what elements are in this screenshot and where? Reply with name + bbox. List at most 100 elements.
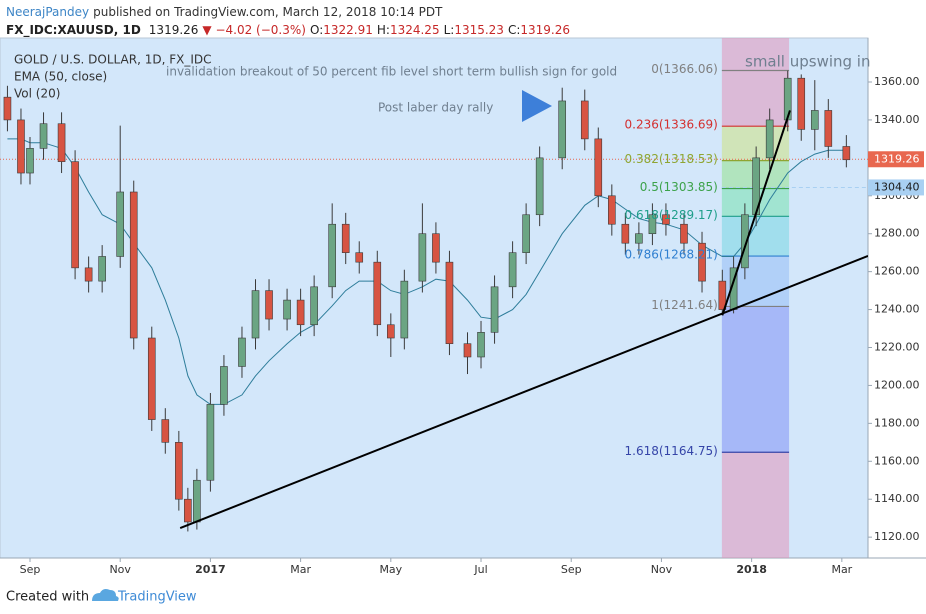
header-ohlc-value: 1324.25 bbox=[390, 23, 440, 37]
candle-body bbox=[39, 123, 48, 149]
candle-body bbox=[797, 77, 806, 130]
candle-body bbox=[621, 223, 630, 244]
candle-body bbox=[477, 332, 485, 358]
fib-label: 0.618(1289.17) bbox=[625, 208, 718, 222]
y-tick-label: 1160.00 bbox=[874, 454, 920, 467]
header-change: ▼ −4.02 (−0.3%) bbox=[202, 23, 306, 37]
x-tick-label: May bbox=[379, 563, 402, 576]
candle-body bbox=[765, 119, 774, 159]
plot bbox=[0, 38, 868, 558]
candle-body bbox=[184, 498, 192, 523]
candle-body bbox=[206, 404, 215, 481]
footer-text: Created with bbox=[6, 590, 89, 605]
candle-body bbox=[432, 233, 440, 263]
y-tick-label: 1240.00 bbox=[874, 303, 920, 316]
annotation: invalidation breakout of 50 percent fib … bbox=[166, 65, 617, 79]
candle-body bbox=[490, 286, 499, 333]
header-ohlc-value: 1322.91 bbox=[323, 23, 373, 37]
x-tick-label: 2017 bbox=[195, 563, 226, 576]
candle-body bbox=[594, 138, 603, 197]
candle-body bbox=[251, 290, 260, 339]
y-tick-label: 1200.00 bbox=[874, 378, 920, 391]
candle-body bbox=[193, 479, 201, 523]
header-last: 1319.26 bbox=[149, 23, 199, 37]
x-tick-label: Sep bbox=[20, 563, 41, 576]
legend-series: GOLD / U.S. DOLLAR, 1D, FX_IDC bbox=[14, 53, 211, 67]
x-tick-label: Nov bbox=[109, 563, 131, 576]
fib-band bbox=[721, 306, 790, 453]
fib-label: 0.236(1336.69) bbox=[625, 118, 718, 132]
y-tick-label: 1140.00 bbox=[874, 492, 920, 505]
header-author: NeerajPandey bbox=[6, 5, 89, 19]
candle-body bbox=[662, 214, 670, 225]
candle-body bbox=[373, 261, 382, 326]
candle-body bbox=[535, 157, 544, 216]
candle-body bbox=[718, 280, 727, 310]
fib-band bbox=[721, 70, 790, 127]
fib-label: 0.786(1268.21) bbox=[625, 248, 718, 262]
candle-body bbox=[26, 148, 34, 174]
price-tag-label: 1304.40 bbox=[874, 180, 920, 193]
candle-body bbox=[463, 343, 472, 358]
candle-body bbox=[129, 191, 138, 339]
price-tag bbox=[868, 179, 924, 196]
logo bbox=[92, 589, 119, 601]
candle-body bbox=[418, 233, 427, 282]
candle-body bbox=[116, 191, 124, 257]
candle-body bbox=[355, 252, 364, 263]
candle-body bbox=[810, 110, 819, 130]
candle-body bbox=[283, 299, 291, 320]
fib-band bbox=[721, 126, 790, 161]
y-tick-label: 1180.00 bbox=[874, 416, 920, 429]
candle-body bbox=[265, 290, 273, 320]
candle-body bbox=[635, 233, 643, 244]
header-line: FX_IDC:XAUUSD, 1D 1319.26 ▼ −4.02 (−0.3%) O… bbox=[6, 23, 570, 38]
candle-body bbox=[387, 324, 395, 339]
candle-body bbox=[175, 442, 183, 500]
header-symbol: FX_IDC:XAUUSD, 1D bbox=[6, 23, 141, 38]
trendline bbox=[179, 254, 868, 529]
x-tick-label: Jul bbox=[473, 563, 487, 576]
candle-body bbox=[580, 100, 589, 140]
header-ohlc-key: O: bbox=[310, 23, 323, 37]
ema-line bbox=[7, 138, 847, 405]
header-ohlc-key: C: bbox=[508, 23, 520, 37]
candle-body bbox=[522, 214, 530, 253]
header-ohlc-key: H: bbox=[377, 23, 390, 37]
y-tick-label: 1120.00 bbox=[874, 530, 920, 543]
fib-band bbox=[721, 216, 790, 257]
candle-body bbox=[842, 146, 851, 161]
price-axis bbox=[868, 38, 926, 558]
fib-label: 0(1366.06) bbox=[651, 62, 718, 76]
candle-body bbox=[341, 223, 350, 253]
y-tick-label: 1260.00 bbox=[874, 265, 920, 278]
candle-body bbox=[84, 267, 93, 282]
price-tag-label: 1319.26 bbox=[874, 152, 920, 165]
x-tick-label: 2018 bbox=[736, 563, 767, 576]
candle-body bbox=[328, 223, 336, 288]
price-tag bbox=[868, 151, 924, 168]
candle-body bbox=[57, 123, 66, 162]
annotation: Post laber day rally bbox=[378, 101, 493, 115]
annotation: small upswing in bbox=[745, 53, 870, 71]
candle-body bbox=[445, 261, 454, 345]
candle-body bbox=[680, 223, 688, 244]
candle-body bbox=[161, 419, 170, 443]
x-tick-label: Sep bbox=[561, 563, 582, 576]
candle-body bbox=[824, 110, 833, 147]
y-tick-label: 1280.00 bbox=[874, 227, 920, 240]
candle-body bbox=[147, 337, 156, 420]
candle-body bbox=[71, 161, 79, 269]
footer-brand[interactable]: TradingView bbox=[117, 590, 197, 605]
candle-body bbox=[558, 100, 567, 159]
y-tick-label: 1340.00 bbox=[874, 113, 920, 126]
candle-body bbox=[648, 214, 657, 235]
candle-body bbox=[310, 286, 318, 326]
x-tick-label: Mar bbox=[831, 563, 852, 576]
candle-body bbox=[783, 77, 792, 121]
header-ohlc-key: L: bbox=[444, 23, 455, 37]
header-ohlc-value: 1319.26 bbox=[520, 23, 570, 37]
x-tick-label: Nov bbox=[651, 563, 673, 576]
fib-band bbox=[721, 38, 790, 71]
